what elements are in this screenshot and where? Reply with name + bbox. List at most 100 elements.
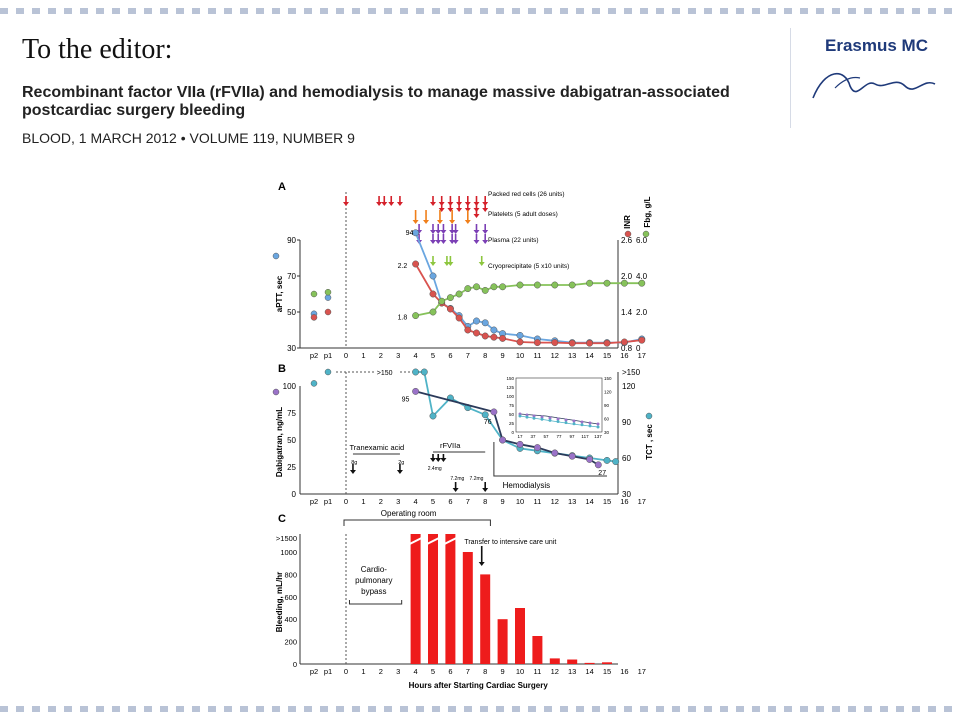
annotation-94: 94 — [406, 230, 414, 237]
rfviia-arrow-head — [482, 488, 489, 492]
aptt-legend-dot — [272, 252, 280, 260]
plasma-arrow-head — [452, 240, 459, 244]
plasma-arrow-head — [452, 230, 459, 234]
panel-a-inr-tick: 1.4 — [621, 308, 633, 317]
inset-dabigatran-point — [540, 415, 544, 419]
x-tick: 10 — [516, 351, 524, 360]
inset-tct-point — [564, 421, 568, 425]
rfviia-arrow-head — [430, 458, 436, 462]
dabigatran-series-point — [568, 452, 576, 460]
red-cell-arrow-head — [438, 208, 445, 212]
x-tick: 16 — [620, 667, 628, 676]
inr-series-point — [516, 338, 524, 346]
inset-tct-point — [548, 418, 552, 422]
fbg-legend-dot — [642, 230, 650, 238]
plasma-arrow-head — [473, 240, 480, 244]
fbg-series-point — [516, 281, 524, 289]
inset-dabigatran-point — [580, 420, 584, 424]
bleeding-bar — [602, 662, 612, 664]
inset-xtick: 17 — [517, 434, 523, 439]
x-tick: 17 — [638, 351, 646, 360]
transfer-arrow-head — [478, 562, 485, 566]
inr-series-point — [429, 290, 437, 298]
fbg-series-point — [499, 283, 507, 291]
inr-series-point — [568, 339, 576, 347]
panel-a-ytick: 90 — [287, 236, 296, 245]
annotation-76: 76 — [484, 419, 492, 426]
aptt-series-point — [429, 272, 437, 280]
inset-dabigatran-point — [572, 419, 576, 423]
fbg-series-point — [473, 283, 480, 291]
editor-heading: To the editor: — [22, 34, 173, 65]
inset-y2tick: 30 — [604, 430, 610, 435]
tct-series-point — [603, 456, 611, 464]
panel-b-letter: B — [278, 363, 286, 375]
plasma-arrow-head — [430, 240, 436, 244]
bottom-dashed-border — [0, 706, 960, 712]
x-tick: 4 — [414, 351, 418, 360]
inr-series — [414, 263, 642, 345]
x-tick: 16 — [620, 351, 628, 360]
panel-a-fbg-tick: 0 — [636, 344, 641, 353]
panel-a-inr-label: INR — [623, 215, 632, 229]
annotation-95: 95 — [402, 396, 410, 403]
inr-legend-dot — [624, 230, 632, 238]
rfviia-dose: 7.2mg — [450, 476, 464, 482]
tranexamic-dose: 8g — [351, 460, 357, 466]
red-cell-arrow-head — [473, 214, 480, 218]
x-tick: 3 — [396, 351, 400, 360]
bleeding-bar — [497, 619, 508, 664]
x-pre-tick: p2 — [310, 351, 318, 360]
x-tick: 8 — [483, 497, 487, 506]
inset-ytick: 25 — [509, 421, 515, 426]
panel-a-ytick: 50 — [287, 308, 296, 317]
red-cell-arrow-head — [447, 208, 454, 212]
inr-series-point — [620, 338, 628, 346]
aptt-series-point — [412, 229, 420, 237]
x-tick: 2 — [379, 497, 383, 506]
inr-series-point — [533, 339, 541, 347]
inset-xtick: 37 — [530, 434, 536, 439]
tct-break-bg — [374, 366, 399, 377]
rfviia-dose: 7.2mg — [470, 476, 484, 482]
fbg-series-point — [446, 294, 454, 302]
tct-above-150-label: >150 — [377, 370, 393, 377]
inr-pre-point — [324, 308, 332, 316]
x-pre-tick: p1 — [324, 351, 332, 360]
fbg-series-point — [533, 281, 541, 289]
rfviia-arrow-head — [452, 488, 459, 492]
x-tick: 14 — [585, 497, 593, 506]
aptt-series-point — [516, 331, 524, 339]
bypass-label: bypass — [361, 587, 386, 596]
inset-xtick: 97 — [569, 434, 575, 439]
panel-a-ytick: 70 — [287, 272, 296, 281]
x-tick: 0 — [344, 351, 348, 360]
bleeding-bar — [532, 636, 543, 664]
fbg-series-point — [412, 312, 420, 320]
panel-c-ytick: 400 — [284, 615, 297, 624]
inset-tct-point — [518, 414, 522, 418]
x-tick: 6 — [448, 351, 452, 360]
x-tick: 14 — [585, 351, 593, 360]
x-tick: 1 — [361, 351, 365, 360]
panel-b-tct-tick: >150 — [622, 368, 641, 377]
fbg-series-point — [438, 297, 446, 305]
bleeding-bar — [445, 534, 456, 664]
panel-a-ytick: 30 — [287, 344, 296, 353]
dabigatran-legend-dot — [272, 388, 280, 396]
inset-tct-point — [596, 425, 600, 429]
inset-xtick: 77 — [556, 434, 562, 439]
x-tick: 3 — [396, 667, 400, 676]
plasma-arrow-head — [473, 230, 480, 234]
inset-y2tick: 150 — [604, 376, 612, 381]
bleeding-bar — [428, 534, 438, 664]
plasma-arrow-head — [440, 230, 447, 234]
x-tick: 7 — [466, 497, 470, 506]
panel-c-ylabel: Bleeding, mL/hr — [275, 572, 284, 632]
panel-a-fbg-tick: 6.0 — [636, 236, 648, 245]
dabigatran-series-point — [551, 449, 559, 457]
bar-break-mark — [409, 537, 423, 545]
tranexamic-arrow-head — [396, 470, 403, 474]
dabigatran-series-point — [516, 440, 524, 448]
